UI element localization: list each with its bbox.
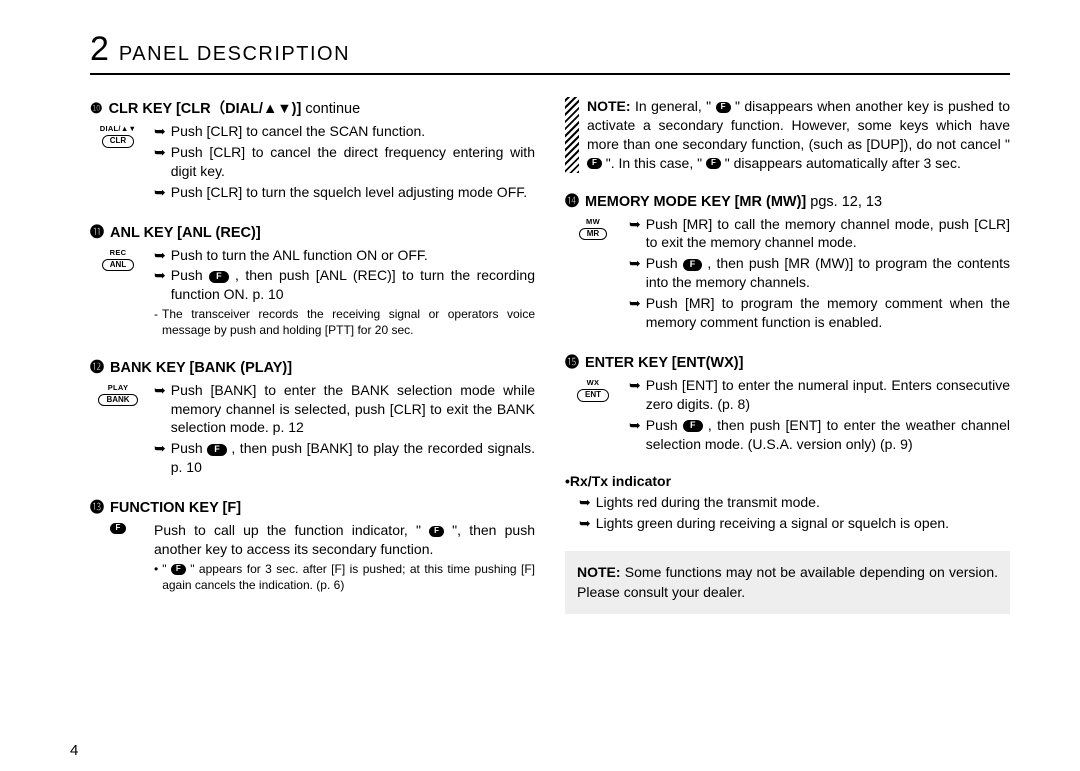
section-number: 2: [90, 30, 109, 69]
note-box: NOTE: Some functions may not be availabl…: [565, 551, 1010, 614]
rxtx-title: •Rx/Tx indicator: [565, 473, 1010, 489]
key-icon-clr: DIAL/▲▼ CLR: [90, 122, 146, 204]
entry-function: ⓭ FUNCTION KEY [F] F Push to call up the …: [90, 497, 535, 593]
key-icon-f: F: [90, 521, 146, 593]
bullet-text: Lights green during receiving a signal o…: [596, 514, 1010, 533]
bullet-arrow-icon: ➥: [629, 376, 641, 414]
key-button-label: ANL: [102, 259, 134, 272]
index-marker: ❿: [90, 100, 103, 117]
f-indicator-icon: F: [587, 158, 602, 169]
note-striped: NOTE: In general, " F " disappears when …: [565, 97, 1010, 173]
bullet-text: Push F , then push [MR (MW)] to program …: [646, 254, 1010, 292]
entry-enter: ⓯ ENTER KEY [ENT(WX)] WX ENT ➥Push [ENT] …: [565, 352, 1010, 456]
index-marker: ⓯: [565, 352, 579, 372]
f-key-icon: F: [209, 271, 229, 283]
entry-title: CLR KEY [CLR（DIAL/▲▼)]: [109, 101, 302, 117]
entry-title: BANK KEY [BANK (PLAY)]: [110, 360, 292, 376]
f-indicator-icon: F: [429, 526, 444, 537]
key-button-label: F: [110, 523, 127, 534]
key-top-label: WX: [587, 378, 600, 387]
index-marker: ⓮: [565, 191, 579, 211]
bullet-text: Push [CLR] to cancel the direct frequenc…: [171, 143, 535, 181]
bullet-text: Push [CLR] to turn the squelch level adj…: [171, 183, 535, 202]
entry-rxtx: •Rx/Tx indicator ➥ Lights red during the …: [565, 473, 1010, 533]
key-button-label: BANK: [98, 394, 137, 407]
bullet-text: Push F , then push [ANL (REC)] to turn t…: [171, 266, 535, 304]
bullet-text: Lights red during the transmit mode.: [596, 493, 1010, 512]
note-box-text: NOTE: Some functions may not be availabl…: [577, 564, 998, 600]
f-key-icon: F: [683, 259, 703, 271]
bullet-text: Push [MR] to program the memory comment …: [646, 294, 1010, 332]
bullet-arrow-icon: ➥: [154, 143, 166, 181]
bullet-arrow-icon: ➥: [154, 439, 166, 477]
entry-continue: continue: [301, 101, 360, 117]
page-number: 4: [70, 742, 78, 759]
bullet-arrow-icon: ➥: [154, 122, 166, 141]
subnote: •" F " appears for 3 sec. after [F] is p…: [154, 561, 535, 593]
section-title: PANEL DESCRIPTION: [119, 43, 350, 66]
left-column: ❿ CLR KEY [CLR（DIAL/▲▼)] continue DIAL/▲…: [90, 97, 535, 614]
entry-anl: ⓫ ANL KEY [ANL (REC)] REC ANL ➥ Push to tu…: [90, 222, 535, 339]
f-indicator-icon: F: [171, 564, 186, 575]
entry-title: ENTER KEY [ENT(WX)]: [585, 355, 743, 371]
index-marker: ⓫: [90, 222, 104, 242]
page: 2 PANEL DESCRIPTION ❿ CLR KEY [CLR（DIAL/…: [0, 0, 1080, 624]
bullet-arrow-icon: ➥: [579, 493, 591, 512]
body-text: Push to call up the function indicator, …: [154, 521, 535, 559]
bullet-arrow-icon: ➥: [154, 381, 166, 438]
entry-pages: pgs. 12, 13: [806, 194, 882, 210]
bullet-arrow-icon: ➥: [154, 246, 166, 265]
bullet-text: Push [CLR] to cancel the SCAN function.: [171, 122, 535, 141]
key-icon-anl: REC ANL: [90, 246, 146, 339]
right-column: NOTE: In general, " F " disappears when …: [565, 97, 1010, 614]
key-button-label: CLR: [102, 135, 134, 148]
key-top-label: MW: [586, 217, 600, 226]
bullet-arrow-icon: ➥: [629, 215, 641, 253]
f-indicator-icon: F: [716, 102, 731, 113]
bullet-text: Push F , then push [ENT] to enter the we…: [646, 416, 1010, 454]
bullet-arrow-icon: ➥: [629, 254, 641, 292]
bullet-arrow-icon: ➥: [629, 416, 641, 454]
index-marker: ⓬: [90, 357, 104, 377]
key-button-label: MR: [579, 228, 607, 241]
entry-head: ❿ CLR KEY [CLR（DIAL/▲▼)] continue: [90, 97, 535, 118]
bullet-text: Push to turn the ANL function ON or OFF.: [171, 246, 535, 265]
f-key-icon: F: [207, 444, 227, 456]
key-button-label: ENT: [577, 389, 609, 402]
bullet-text: Push F , then push [BANK] to play the re…: [171, 439, 535, 477]
entry-bank: ⓬ BANK KEY [BANK (PLAY)] PLAY BANK ➥Push …: [90, 357, 535, 479]
bullet-arrow-icon: ➥: [579, 514, 591, 533]
key-icon-ent: WX ENT: [565, 376, 621, 456]
entry-title: ANL KEY [ANL (REC)]: [110, 225, 261, 241]
content-columns: ❿ CLR KEY [CLR（DIAL/▲▼)] continue DIAL/▲…: [90, 97, 1010, 614]
key-top-label: PLAY: [108, 383, 129, 392]
key-top-label: DIAL/▲▼: [100, 124, 137, 133]
note-text: NOTE: In general, " F " disappears when …: [587, 97, 1010, 173]
index-marker: ⓭: [90, 497, 104, 517]
bullet-arrow-icon: ➥: [154, 266, 166, 304]
entry-clr: ❿ CLR KEY [CLR（DIAL/▲▼)] continue DIAL/▲…: [90, 97, 535, 204]
stripe-icon: [565, 97, 579, 173]
bullet-text: Push [ENT] to enter the numeral input. E…: [646, 376, 1010, 414]
entry-title: MEMORY MODE KEY [MR (MW)]: [585, 194, 806, 210]
entry-memory: ⓮ MEMORY MODE KEY [MR (MW)] pgs. 12, 13 M…: [565, 191, 1010, 334]
key-icon-mr: MW MR: [565, 215, 621, 334]
f-key-icon: F: [683, 420, 703, 432]
bullet-arrow-icon: ➥: [154, 183, 166, 202]
key-icon-bank: PLAY BANK: [90, 381, 146, 479]
key-top-label: REC: [110, 248, 127, 257]
section-header: 2 PANEL DESCRIPTION: [90, 30, 1010, 75]
bullet-text: Push [MR] to call the memory channel mod…: [646, 215, 1010, 253]
bullet-text: Push [BANK] to enter the BANK selection …: [171, 381, 535, 438]
entry-title: FUNCTION KEY [F]: [110, 500, 241, 516]
subnote: -The transceiver records the receiving s…: [154, 306, 535, 338]
bullet-arrow-icon: ➥: [629, 294, 641, 332]
f-indicator-icon: F: [706, 158, 721, 169]
